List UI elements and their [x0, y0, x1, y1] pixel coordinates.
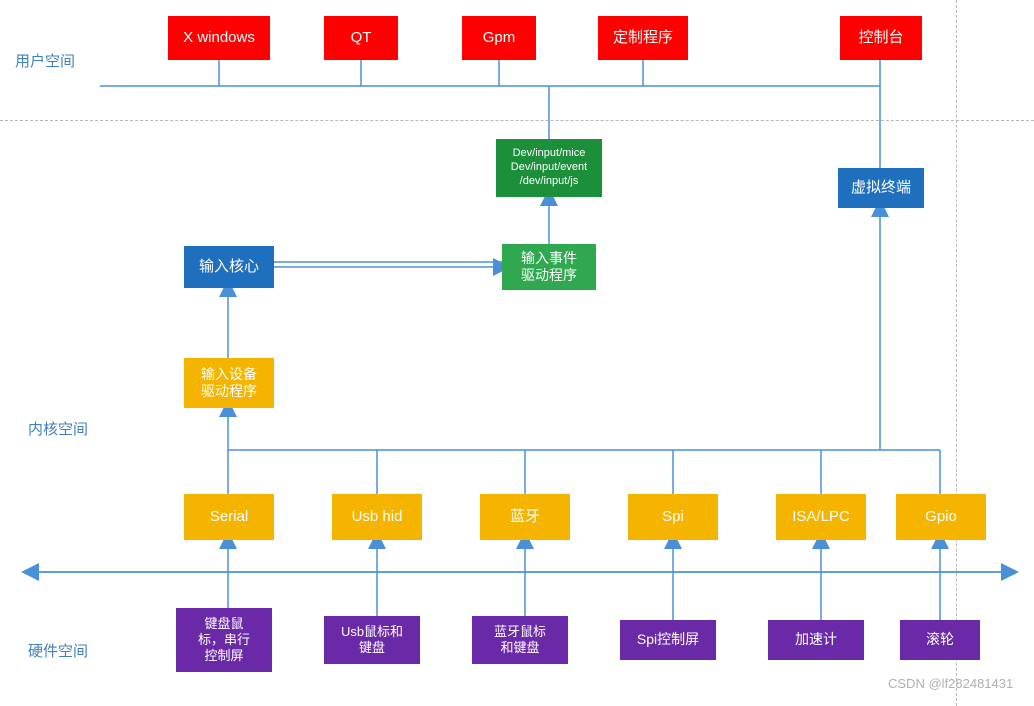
node-spitp: Spi控制屏 [620, 620, 716, 660]
node-usbms: Usb鼠标和 键盘 [324, 616, 420, 664]
node-custom: 定制程序 [598, 16, 688, 60]
node-spi: Spi [628, 494, 718, 540]
node-isa: ISA/LPC [776, 494, 866, 540]
node-inputcore: 输入核心 [184, 246, 274, 288]
node-console: 控制台 [840, 16, 922, 60]
edge-layer [0, 0, 1034, 706]
section-label-user-space: 用户空间 [15, 50, 75, 71]
layer-divider-v [956, 0, 957, 706]
node-accel: 加速计 [768, 620, 864, 660]
node-wheel: 滚轮 [900, 620, 980, 660]
node-usbhid: Usb hid [332, 494, 422, 540]
node-vterm: 虚拟终端 [838, 168, 924, 208]
section-label-hw-space: 硬件空间 [28, 640, 88, 661]
watermark: CSDN @lf282481431 [888, 676, 1013, 691]
node-qt: QT [324, 16, 398, 60]
node-serial: Serial [184, 494, 274, 540]
node-btms: 蓝牙鼠标 和键盘 [472, 616, 568, 664]
node-gpm: Gpm [462, 16, 536, 60]
node-xwindows: X windows [168, 16, 270, 60]
node-evtdrv: 输入事件 驱动程序 [502, 244, 596, 290]
node-bt: 蓝牙 [480, 494, 570, 540]
node-devinput: Dev/input/mice Dev/input/event /dev/inpu… [496, 139, 602, 197]
layer-divider-h [0, 120, 1034, 121]
section-label-kernel-space: 内核空间 [28, 418, 88, 439]
node-devdrv: 输入设备 驱动程序 [184, 358, 274, 408]
node-kbms: 键盘鼠 标，串行 控制屏 [176, 608, 272, 672]
node-gpio: Gpio [896, 494, 986, 540]
diagram-canvas: { "canvas": { "width": 1034, "height": 7… [0, 0, 1034, 706]
